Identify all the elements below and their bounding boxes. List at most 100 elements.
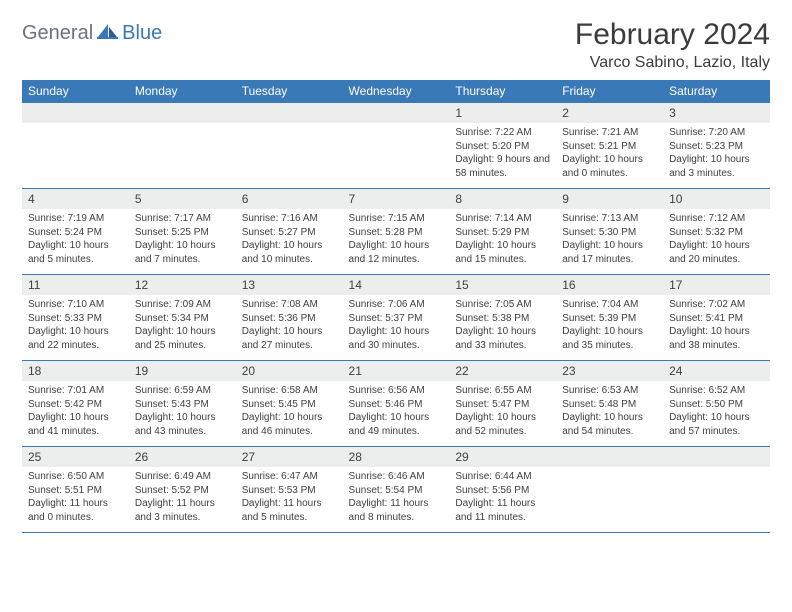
sunset-text: Sunset: 5:51 PM [28,484,123,498]
day-body: Sunrise: 7:09 AMSunset: 5:34 PMDaylight:… [129,295,236,356]
calendar-cell: 15Sunrise: 7:05 AMSunset: 5:38 PMDayligh… [449,275,556,361]
calendar-cell: 17Sunrise: 7:02 AMSunset: 5:41 PMDayligh… [663,275,770,361]
calendar-cell: 24Sunrise: 6:52 AMSunset: 5:50 PMDayligh… [663,361,770,447]
day-body: Sunrise: 6:52 AMSunset: 5:50 PMDaylight:… [663,381,770,442]
daylight-text: Daylight: 10 hours and 25 minutes. [135,325,230,352]
daylight-text: Daylight: 10 hours and 49 minutes. [349,411,444,438]
sunrise-text: Sunrise: 7:05 AM [455,298,550,312]
sunrise-text: Sunrise: 7:12 AM [669,212,764,226]
header: General Blue February 2024 Varco Sabino,… [22,18,770,72]
calendar-cell: 12Sunrise: 7:09 AMSunset: 5:34 PMDayligh… [129,275,236,361]
day-number: 11 [22,275,129,295]
day-body: Sunrise: 7:16 AMSunset: 5:27 PMDaylight:… [236,209,343,270]
sunset-text: Sunset: 5:39 PM [562,312,657,326]
sunrise-text: Sunrise: 7:10 AM [28,298,123,312]
daylight-text: Daylight: 11 hours and 8 minutes. [349,497,444,524]
daylight-text: Daylight: 11 hours and 5 minutes. [242,497,337,524]
sunrise-text: Sunrise: 7:04 AM [562,298,657,312]
daylight-text: Daylight: 10 hours and 7 minutes. [135,239,230,266]
sunrise-text: Sunrise: 7:21 AM [562,126,657,140]
sunrise-text: Sunrise: 6:56 AM [349,384,444,398]
calendar-cell: . [22,103,129,189]
day-body: Sunrise: 7:02 AMSunset: 5:41 PMDaylight:… [663,295,770,356]
sunrise-text: Sunrise: 7:20 AM [669,126,764,140]
day-body: Sunrise: 7:13 AMSunset: 5:30 PMDaylight:… [556,209,663,270]
daylight-text: Daylight: 10 hours and 30 minutes. [349,325,444,352]
calendar-cell: 25Sunrise: 6:50 AMSunset: 5:51 PMDayligh… [22,447,129,533]
day-body: Sunrise: 6:56 AMSunset: 5:46 PMDaylight:… [343,381,450,442]
daylight-text: Daylight: 10 hours and 12 minutes. [349,239,444,266]
month-title: February 2024 [575,18,770,52]
day-number: 4 [22,189,129,209]
daylight-text: Daylight: 10 hours and 33 minutes. [455,325,550,352]
daylight-text: Daylight: 10 hours and 17 minutes. [562,239,657,266]
calendar-cell: 10Sunrise: 7:12 AMSunset: 5:32 PMDayligh… [663,189,770,275]
sunset-text: Sunset: 5:43 PM [135,398,230,412]
sunrise-text: Sunrise: 6:52 AM [669,384,764,398]
calendar-cell: . [343,103,450,189]
day-number: 15 [449,275,556,295]
day-body: Sunrise: 6:50 AMSunset: 5:51 PMDaylight:… [22,467,129,528]
day-body: Sunrise: 6:58 AMSunset: 5:45 PMDaylight:… [236,381,343,442]
day-number: 9 [556,189,663,209]
calendar-cell: 26Sunrise: 6:49 AMSunset: 5:52 PMDayligh… [129,447,236,533]
sunset-text: Sunset: 5:52 PM [135,484,230,498]
day-body [556,467,663,474]
sunset-text: Sunset: 5:27 PM [242,226,337,240]
day-number: 18 [22,361,129,381]
day-body: Sunrise: 6:53 AMSunset: 5:48 PMDaylight:… [556,381,663,442]
sunrise-text: Sunrise: 7:08 AM [242,298,337,312]
sunset-text: Sunset: 5:42 PM [28,398,123,412]
weekday-header: Sunday [22,80,129,103]
sunset-text: Sunset: 5:34 PM [135,312,230,326]
sunset-text: Sunset: 5:24 PM [28,226,123,240]
calendar-cell: 27Sunrise: 6:47 AMSunset: 5:53 PMDayligh… [236,447,343,533]
calendar-cell: 7Sunrise: 7:15 AMSunset: 5:28 PMDaylight… [343,189,450,275]
daylight-text: Daylight: 10 hours and 22 minutes. [28,325,123,352]
sunrise-text: Sunrise: 7:15 AM [349,212,444,226]
sunset-text: Sunset: 5:20 PM [455,140,550,154]
sunrise-text: Sunrise: 7:19 AM [28,212,123,226]
weekday-header: Wednesday [343,80,450,103]
sunset-text: Sunset: 5:47 PM [455,398,550,412]
sunrise-text: Sunrise: 7:02 AM [669,298,764,312]
daylight-text: Daylight: 10 hours and 0 minutes. [562,153,657,180]
sunset-text: Sunset: 5:33 PM [28,312,123,326]
day-number: 22 [449,361,556,381]
daylight-text: Daylight: 10 hours and 54 minutes. [562,411,657,438]
day-body: Sunrise: 7:17 AMSunset: 5:25 PMDaylight:… [129,209,236,270]
day-number: 17 [663,275,770,295]
day-number: 14 [343,275,450,295]
daylight-text: Daylight: 10 hours and 46 minutes. [242,411,337,438]
day-body: Sunrise: 6:59 AMSunset: 5:43 PMDaylight:… [129,381,236,442]
calendar-cell: 2Sunrise: 7:21 AMSunset: 5:21 PMDaylight… [556,103,663,189]
calendar-cell: 20Sunrise: 6:58 AMSunset: 5:45 PMDayligh… [236,361,343,447]
day-number: 10 [663,189,770,209]
calendar-cell: 16Sunrise: 7:04 AMSunset: 5:39 PMDayligh… [556,275,663,361]
day-body: Sunrise: 7:01 AMSunset: 5:42 PMDaylight:… [22,381,129,442]
sunrise-text: Sunrise: 7:14 AM [455,212,550,226]
sunset-text: Sunset: 5:50 PM [669,398,764,412]
day-number: 27 [236,447,343,467]
sunrise-text: Sunrise: 6:44 AM [455,470,550,484]
daylight-text: Daylight: 10 hours and 3 minutes. [669,153,764,180]
calendar-cell: 22Sunrise: 6:55 AMSunset: 5:47 PMDayligh… [449,361,556,447]
calendar-cell: . [129,103,236,189]
sunset-text: Sunset: 5:36 PM [242,312,337,326]
logo-text-blue: Blue [122,22,162,45]
calendar-cell: 8Sunrise: 7:14 AMSunset: 5:29 PMDaylight… [449,189,556,275]
day-number: 3 [663,103,770,123]
calendar-cell: 11 Sunrise: 7:10 AMSunset: 5:33 PMDayligh… [22,275,129,361]
sunset-text: Sunset: 5:23 PM [669,140,764,154]
day-body: Sunrise: 7:04 AMSunset: 5:39 PMDaylight:… [556,295,663,356]
calendar-week-row: 11Sunrise: 7:10 AMSunset: 5:33 PMDayligh… [22,275,770,361]
day-number: 16 [556,275,663,295]
sunrise-text: Sunrise: 6:55 AM [455,384,550,398]
day-number: 23 [556,361,663,381]
sunset-text: Sunset: 5:28 PM [349,226,444,240]
calendar-cell: 14Sunrise: 7:06 AMSunset: 5:37 PMDayligh… [343,275,450,361]
sunrise-text: Sunrise: 7:16 AM [242,212,337,226]
sunset-text: Sunset: 5:46 PM [349,398,444,412]
weekday-header: Friday [556,80,663,103]
day-body: Sunrise: 7:14 AMSunset: 5:29 PMDaylight:… [449,209,556,270]
